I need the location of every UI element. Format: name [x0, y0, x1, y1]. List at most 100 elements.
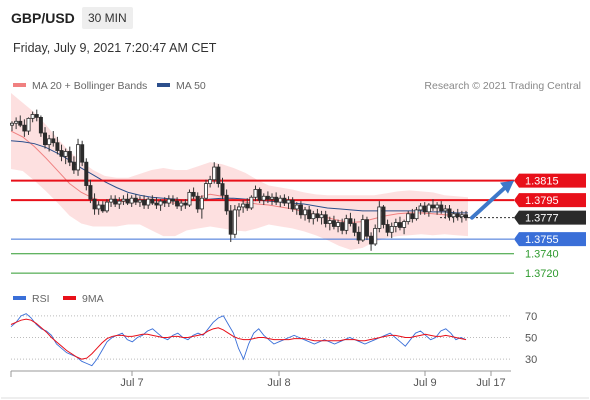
- candle: [47, 134, 52, 152]
- candle-body-down: [224, 194, 229, 212]
- candle-body-up: [360, 219, 365, 241]
- candle-body-down: [18, 120, 23, 126]
- candle: [385, 219, 390, 237]
- candle-body-down: [220, 183, 225, 196]
- candle-body-up: [212, 166, 217, 181]
- candle-body-up: [137, 199, 142, 203]
- candle: [439, 201, 444, 214]
- candle: [336, 219, 341, 233]
- candle-body-down: [340, 222, 345, 231]
- rsi-swatch: [13, 296, 26, 301]
- candle: [63, 148, 68, 165]
- candle: [307, 206, 312, 223]
- legend-ma20-label: MA 20 + Bollinger Bands: [32, 80, 148, 92]
- candle: [459, 210, 464, 223]
- candle-body-up: [373, 227, 378, 245]
- candle: [142, 195, 147, 209]
- candle-body-up: [311, 213, 316, 220]
- candle-body-down: [331, 220, 336, 227]
- timeframe-badge[interactable]: 30 MIN: [82, 7, 133, 29]
- candle: [298, 201, 303, 219]
- resistance-1-label: 1.3795: [525, 195, 559, 207]
- candle: [290, 197, 295, 212]
- candle-body-up: [96, 204, 101, 210]
- candle-body-down: [265, 195, 270, 200]
- candle-body-up: [393, 222, 398, 227]
- candle-body-down: [133, 197, 138, 203]
- candle: [463, 210, 468, 221]
- candle-body-up: [166, 198, 171, 204]
- candle-body-up: [319, 214, 324, 219]
- rsi-ma-line: [10, 318, 467, 360]
- candle: [327, 216, 332, 231]
- candle-body-down: [323, 214, 328, 224]
- candle: [104, 199, 109, 213]
- candle-body-down: [38, 116, 43, 134]
- x-tick-label: Jul 7: [120, 377, 143, 389]
- candle: [166, 195, 171, 207]
- candle: [30, 111, 35, 123]
- legend-rsi: RSI: [13, 293, 50, 305]
- candle-body-up: [187, 191, 192, 206]
- candle: [418, 203, 423, 215]
- candle: [274, 192, 279, 206]
- candle-body-down: [195, 195, 200, 210]
- candle: [34, 109, 39, 122]
- candle-body-down: [183, 202, 188, 206]
- candle: [245, 198, 250, 211]
- candle: [360, 214, 365, 243]
- legend-ma20: MA 20 + Bollinger Bands: [13, 80, 147, 92]
- candle-body-up: [451, 213, 456, 218]
- candle-body-down: [307, 209, 312, 220]
- candle: [430, 199, 435, 211]
- timestamp: Friday, July 9, 2021 7:20:47 AM CET: [13, 41, 217, 55]
- legend-ma50-label: MA 50: [176, 80, 206, 92]
- candle: [117, 197, 122, 209]
- candle-body-down: [51, 138, 56, 144]
- candle: [286, 196, 291, 209]
- candle-body-down: [170, 198, 175, 202]
- ma50-swatch: [157, 83, 170, 88]
- legend-ma50: MA 50: [157, 80, 206, 92]
- candle-body-down: [447, 208, 452, 218]
- candle: [406, 210, 411, 225]
- candle: [319, 210, 324, 225]
- candle: [364, 216, 369, 241]
- candle: [179, 200, 184, 211]
- candle: [216, 164, 221, 188]
- candle-body-down: [228, 210, 233, 235]
- candle-body-up: [109, 198, 114, 203]
- candle-body-down: [113, 198, 118, 205]
- candle: [414, 206, 419, 221]
- candle-body-up: [327, 220, 332, 224]
- candle: [410, 208, 415, 223]
- candle: [241, 200, 246, 213]
- candle-body-up: [30, 114, 35, 119]
- candle: [199, 195, 204, 219]
- candle: [26, 117, 31, 135]
- candle-body-down: [369, 235, 374, 245]
- candle: [443, 205, 448, 219]
- candle-body-up: [26, 117, 31, 132]
- candle: [356, 226, 361, 244]
- candle-body-up: [459, 214, 464, 218]
- candle-body-down: [257, 189, 262, 201]
- candle-body-up: [203, 183, 208, 199]
- candle: [236, 203, 241, 217]
- candle: [402, 219, 407, 235]
- candle-body-up: [286, 199, 291, 204]
- candle-body-up: [443, 208, 448, 212]
- candle: [397, 216, 402, 231]
- rsi-tick-label: 70: [525, 311, 537, 323]
- candle-body-down: [455, 213, 460, 218]
- candle: [51, 131, 56, 147]
- candle: [121, 195, 126, 206]
- candle-body-up: [146, 198, 151, 206]
- candle-body-up: [232, 209, 237, 235]
- x-tick-label: Jul 8: [267, 377, 290, 389]
- candle: [183, 199, 188, 209]
- candle-body-up: [121, 198, 126, 202]
- candle-body-down: [364, 219, 369, 237]
- x-tick-label: Jul 17: [476, 377, 505, 389]
